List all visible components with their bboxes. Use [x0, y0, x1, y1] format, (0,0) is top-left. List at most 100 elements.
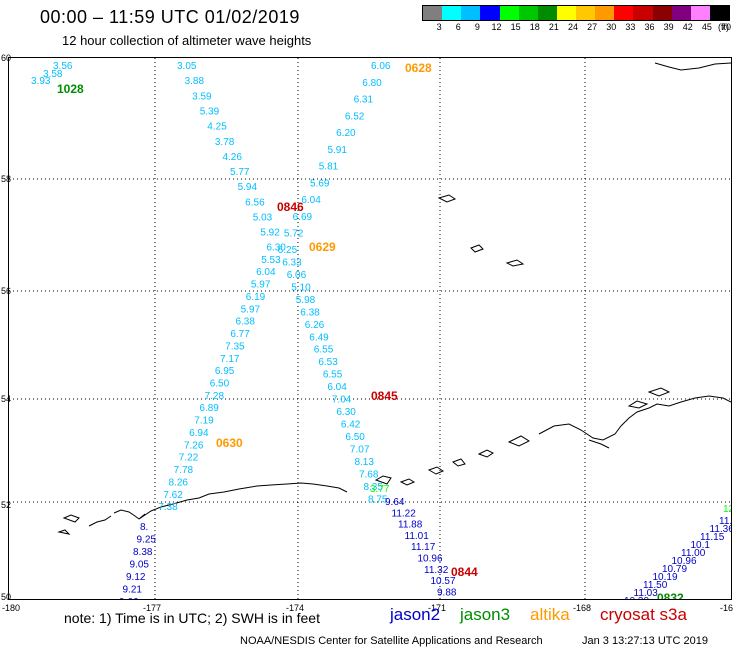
color-scale-label: 24	[567, 22, 579, 32]
coastline-segment	[138, 482, 348, 520]
wave-height-value: 7.07	[350, 445, 370, 456]
wave-height-value: 3.88	[185, 76, 205, 87]
color-scale-label: 18	[529, 22, 540, 32]
wave-height-value: 5.53	[261, 255, 281, 266]
wave-height-value: 7.22	[179, 453, 199, 464]
longitude-label: -177	[143, 603, 162, 613]
wave-height-value: 11.17	[411, 542, 436, 553]
wave-height-value: 7.68	[359, 470, 379, 481]
wave-height-value: 3.56	[53, 61, 73, 72]
wave-height-value: 5.69	[310, 178, 330, 189]
coastline-segment	[88, 515, 112, 527]
wave-height-value: 12	[723, 504, 731, 515]
wave-height-value: 6.06	[371, 61, 391, 72]
latitude-label: 52	[1, 500, 12, 510]
wave-height-value: 10.96	[418, 554, 443, 565]
color-scale-label: 3	[436, 22, 442, 32]
pass-time-label: 0629	[309, 240, 336, 254]
wave-height-value: 8.	[140, 522, 148, 533]
coastline	[57, 62, 732, 535]
coastline-segment	[427, 466, 445, 475]
coastline-segment	[113, 509, 140, 520]
wave-height-value: 8.26	[169, 477, 189, 488]
wave-height-value: 5.10	[291, 282, 311, 293]
wave-height-value: 5.91	[327, 145, 347, 156]
wave-height-value: 11.15	[700, 532, 725, 543]
color-scale-label: 42	[682, 22, 693, 32]
color-swatch	[442, 6, 462, 20]
wave-height-value: 5.03	[253, 213, 273, 224]
wave-height-value: 5.77	[230, 167, 250, 178]
wave-height-value: 11.22	[392, 508, 417, 519]
wave-height-value: 6.20	[336, 128, 356, 139]
color-swatch	[518, 6, 538, 20]
wave-height-value: 7.28	[205, 391, 225, 402]
color-scale-label: 27	[587, 22, 598, 32]
map-grid	[9, 58, 731, 599]
color-scale-label: 15	[510, 22, 521, 32]
wave-height-value: 6.04	[301, 195, 321, 206]
wave-height-value: 6.04	[256, 267, 276, 278]
coastline-segment	[588, 439, 610, 449]
coastline-segment	[399, 478, 416, 486]
pass-time-label: 0630	[216, 436, 243, 450]
color-swatch	[595, 6, 615, 20]
wave-height-value: 6.33	[282, 257, 302, 268]
wave-height-value: 9.21	[123, 585, 143, 596]
wave-height-value: 3.93	[31, 76, 51, 87]
wave-height-value: 6.31	[354, 95, 374, 106]
latitude-label: 56	[1, 286, 12, 296]
color-scale-label: 30	[606, 22, 617, 32]
wave-height-value: 6.77	[230, 329, 250, 340]
wave-height-value: 3.05	[177, 61, 197, 72]
satellite-legend-item: cryosat s3a	[600, 605, 687, 624]
satellite-legend-item: altika	[530, 605, 570, 624]
satellite-legend-item: jason2	[390, 605, 441, 624]
color-swatch	[480, 6, 500, 20]
pass-time-label: 0845	[371, 389, 398, 403]
coastline-segment	[437, 194, 457, 203]
wave-height-value: 6.30	[266, 242, 286, 253]
color-swatch	[576, 6, 596, 20]
credit-line: NOAA/NESDIS Center for Satellite Applica…	[240, 635, 543, 647]
wave-height-value: 10.1	[691, 540, 711, 551]
longitude-label: -16	[720, 603, 734, 613]
longitude-label: -171	[428, 603, 447, 613]
color-swatch	[556, 6, 576, 20]
wave-height-value: 7.35	[225, 341, 245, 352]
wave-height-value: 6.26	[305, 320, 325, 331]
generated-timestamp: Jan 3 13:27:13 UTC 2019	[582, 635, 708, 647]
pass-time-label: 0844	[451, 565, 478, 579]
wave-height-value: 11.03	[634, 588, 659, 599]
color-swatch	[652, 6, 672, 20]
wave-height-value: 6.69	[293, 212, 313, 223]
wave-height-value: 11.00	[681, 548, 706, 559]
color-swatch	[537, 6, 557, 20]
color-scale-label: 9	[474, 22, 480, 32]
map-canvas: 3.563.583.93 3.05 3.88 3.59 5.39 4.25 3.78 4.26…	[9, 58, 738, 617]
color-swatch	[633, 6, 653, 20]
wave-height-tracks: 3.563.583.93 3.05 3.88 3.59 5.39 4.25 3.78 4.26…	[31, 61, 738, 615]
wave-height-value: 5.98	[296, 295, 316, 306]
color-scale-label: 21	[548, 22, 559, 32]
color-scale-label: 33	[625, 22, 636, 32]
coastline-segment	[62, 514, 80, 523]
wave-height-value: 11.50	[643, 580, 668, 591]
color-scale-label: 45	[701, 22, 712, 32]
wave-height-value: 11.2	[719, 516, 731, 527]
pass-time-label: 0846	[277, 200, 304, 214]
wave-height-value: 5.81	[319, 162, 339, 173]
wave-height-value: 8.35	[363, 482, 383, 493]
wave-height-value: 6.19	[246, 292, 266, 303]
coastline-segment	[654, 62, 732, 71]
color-swatch	[423, 6, 443, 20]
wave-height-value: 10.30	[624, 596, 649, 599]
color-scale-label: 6	[455, 22, 461, 32]
latitude-label: 54	[1, 394, 12, 404]
wave-height-value: 7.19	[194, 416, 214, 427]
wave-height-value: 7.62	[163, 490, 183, 501]
pass-time-label: 0832	[657, 591, 684, 599]
latitude-label: 58	[1, 174, 12, 184]
wave-height-value: 8.38	[133, 547, 153, 558]
wave-height-value: 9.88	[437, 587, 457, 598]
